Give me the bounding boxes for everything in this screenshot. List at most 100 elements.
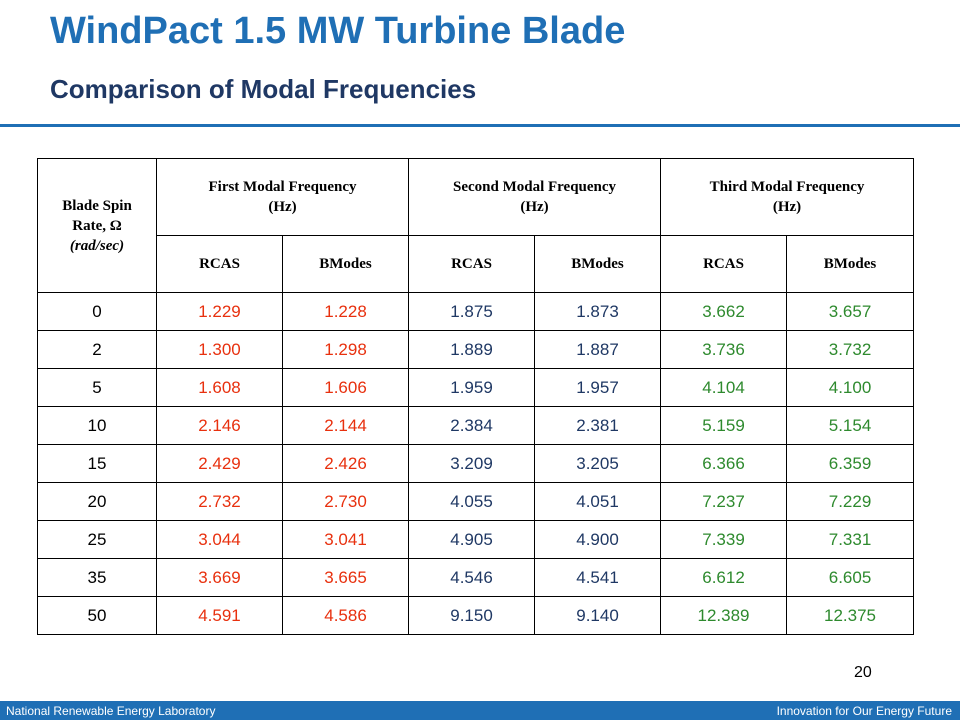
third-bmodes-cell: 7.331 xyxy=(786,520,915,559)
second-bmodes-cell: 1.887 xyxy=(534,330,662,369)
spin-rate-cell: 25 xyxy=(37,520,157,559)
first-bmodes-cell: 1.298 xyxy=(281,330,410,369)
third-modal-header-line1: Third Modal Frequency xyxy=(709,179,865,195)
spin-header-line2: Rate, Ω xyxy=(72,217,122,234)
table-row: 15 2.429 2.426 3.209 3.205 6.366 6.359 xyxy=(37,444,915,483)
third-rcas-cell: 12.389 xyxy=(660,596,788,635)
slide-title: WindPact 1.5 MW Turbine Blade xyxy=(50,10,626,52)
spin-rate-cell: 20 xyxy=(37,482,157,521)
first-bmodes-cell: 4.586 xyxy=(281,596,410,635)
table-body: 0 1.229 1.228 1.875 1.873 3.662 3.657 2 1.300 1.2… xyxy=(37,292,915,635)
third-rcas-cell: 7.237 xyxy=(660,482,788,521)
spin-rate-cell: 15 xyxy=(37,444,157,483)
first-rcas-cell: 2.429 xyxy=(156,444,283,483)
second-bmodes-cell: 1.957 xyxy=(534,368,662,407)
table-row: 20 2.732 2.730 4.055 4.051 7.237 7.229 xyxy=(37,482,915,521)
footer-organization: National Renewable Energy Laboratory xyxy=(6,704,216,718)
first-bmodes-cell: 3.041 xyxy=(281,520,410,559)
second-bmodes-cell: 4.051 xyxy=(534,482,662,521)
first-rcas-header: RCAS xyxy=(156,235,283,293)
table-row: 35 3.669 3.665 4.546 4.541 6.612 6.605 xyxy=(37,558,915,597)
third-rcas-cell: 4.104 xyxy=(660,368,788,407)
first-bmodes-cell: 2.730 xyxy=(281,482,410,521)
spin-rate-cell: 35 xyxy=(37,558,157,597)
first-rcas-cell: 1.229 xyxy=(156,292,283,331)
third-modal-frequency-header: Third Modal Frequency (Hz) xyxy=(660,158,915,236)
table-row: 50 4.591 4.586 9.150 9.140 12.389 12.375 xyxy=(37,596,915,635)
first-rcas-cell: 4.591 xyxy=(156,596,283,635)
spin-rate-cell: 2 xyxy=(37,330,157,369)
first-bmodes-cell: 1.228 xyxy=(281,292,410,331)
third-bmodes-cell: 3.657 xyxy=(786,292,915,331)
page-number: 20 xyxy=(854,664,872,681)
first-modal-header-line2: (Hz) xyxy=(268,199,297,215)
first-rcas-cell: 2.146 xyxy=(156,406,283,445)
second-modal-header-line1: Second Modal Frequency xyxy=(452,179,617,195)
second-rcas-cell: 3.209 xyxy=(408,444,536,483)
footer-bar: National Renewable Energy Laboratory Inn… xyxy=(0,701,960,720)
third-modal-header-line2: (Hz) xyxy=(772,199,802,215)
table-row: 5 1.608 1.606 1.959 1.957 4.104 4.100 xyxy=(37,368,915,407)
third-bmodes-cell: 6.605 xyxy=(786,558,915,597)
spin-rate-cell: 5 xyxy=(37,368,157,407)
second-rcas-cell: 9.150 xyxy=(408,596,536,635)
third-rcas-cell: 5.159 xyxy=(660,406,788,445)
first-bmodes-header: BModes xyxy=(281,235,410,293)
first-bmodes-cell: 2.144 xyxy=(281,406,410,445)
second-rcas-cell: 1.875 xyxy=(408,292,536,331)
first-rcas-cell: 3.044 xyxy=(156,520,283,559)
third-rcas-cell: 3.736 xyxy=(660,330,788,369)
second-bmodes-header: BModes xyxy=(534,235,662,293)
spin-rate-cell: 50 xyxy=(37,596,157,635)
first-rcas-cell: 2.732 xyxy=(156,482,283,521)
third-rcas-cell: 6.366 xyxy=(660,444,788,483)
blade-spin-rate-header: Blade Spin Rate, Ω (rad/sec) xyxy=(37,158,157,293)
third-bmodes-cell: 4.100 xyxy=(786,368,915,407)
third-bmodes-header: BModes xyxy=(786,235,915,293)
footer-tagline: Innovation for Our Energy Future xyxy=(776,704,952,718)
first-rcas-cell: 1.608 xyxy=(156,368,283,407)
spin-header-line3: (rad/sec) xyxy=(69,237,125,254)
second-bmodes-cell: 2.381 xyxy=(534,406,662,445)
first-rcas-cell: 1.300 xyxy=(156,330,283,369)
third-bmodes-cell: 12.375 xyxy=(786,596,915,635)
second-rcas-cell: 1.889 xyxy=(408,330,536,369)
second-modal-frequency-header: Second Modal Frequency (Hz) xyxy=(408,158,662,236)
table-row: 2 1.300 1.298 1.889 1.887 3.736 3.732 xyxy=(37,330,915,369)
second-bmodes-cell: 4.900 xyxy=(534,520,662,559)
table-row: 25 3.044 3.041 4.905 4.900 7.339 7.331 xyxy=(37,520,915,559)
table-row: 10 2.146 2.144 2.384 2.381 5.159 5.154 xyxy=(37,406,915,445)
spin-rate-cell: 10 xyxy=(37,406,157,445)
second-bmodes-cell: 3.205 xyxy=(534,444,662,483)
second-rcas-cell: 4.546 xyxy=(408,558,536,597)
first-bmodes-cell: 3.665 xyxy=(281,558,410,597)
second-rcas-cell: 4.905 xyxy=(408,520,536,559)
second-rcas-cell: 1.959 xyxy=(408,368,536,407)
first-modal-frequency-header: First Modal Frequency (Hz) xyxy=(155,158,410,236)
third-rcas-header: RCAS xyxy=(660,235,788,293)
second-bmodes-cell: 4.541 xyxy=(534,558,662,597)
first-modal-header-line1: First Modal Frequency xyxy=(208,179,357,195)
third-bmodes-cell: 3.732 xyxy=(786,330,915,369)
table-row: 0 1.229 1.228 1.875 1.873 3.662 3.657 xyxy=(37,292,915,331)
third-bmodes-cell: 7.229 xyxy=(786,482,915,521)
second-rcas-cell: 4.055 xyxy=(408,482,536,521)
first-bmodes-cell: 1.606 xyxy=(281,368,410,407)
second-rcas-header: RCAS xyxy=(408,235,536,293)
second-bmodes-cell: 9.140 xyxy=(534,596,662,635)
third-bmodes-cell: 5.154 xyxy=(786,406,915,445)
spin-rate-cell: 0 xyxy=(37,292,157,331)
third-bmodes-cell: 6.359 xyxy=(786,444,915,483)
second-bmodes-cell: 1.873 xyxy=(534,292,662,331)
slide-subtitle: Comparison of Modal Frequencies xyxy=(50,74,477,104)
first-bmodes-cell: 2.426 xyxy=(281,444,410,483)
spin-header-line1: Blade Spin xyxy=(62,197,132,214)
modal-frequency-table: Blade Spin Rate, Ω (rad/sec) First Modal… xyxy=(37,158,915,635)
first-rcas-cell: 3.669 xyxy=(156,558,283,597)
third-rcas-cell: 7.339 xyxy=(660,520,788,559)
third-rcas-cell: 3.662 xyxy=(660,292,788,331)
title-divider xyxy=(0,124,960,127)
second-modal-header-line2: (Hz) xyxy=(520,199,549,215)
second-rcas-cell: 2.384 xyxy=(408,406,536,445)
third-rcas-cell: 6.612 xyxy=(660,558,788,597)
